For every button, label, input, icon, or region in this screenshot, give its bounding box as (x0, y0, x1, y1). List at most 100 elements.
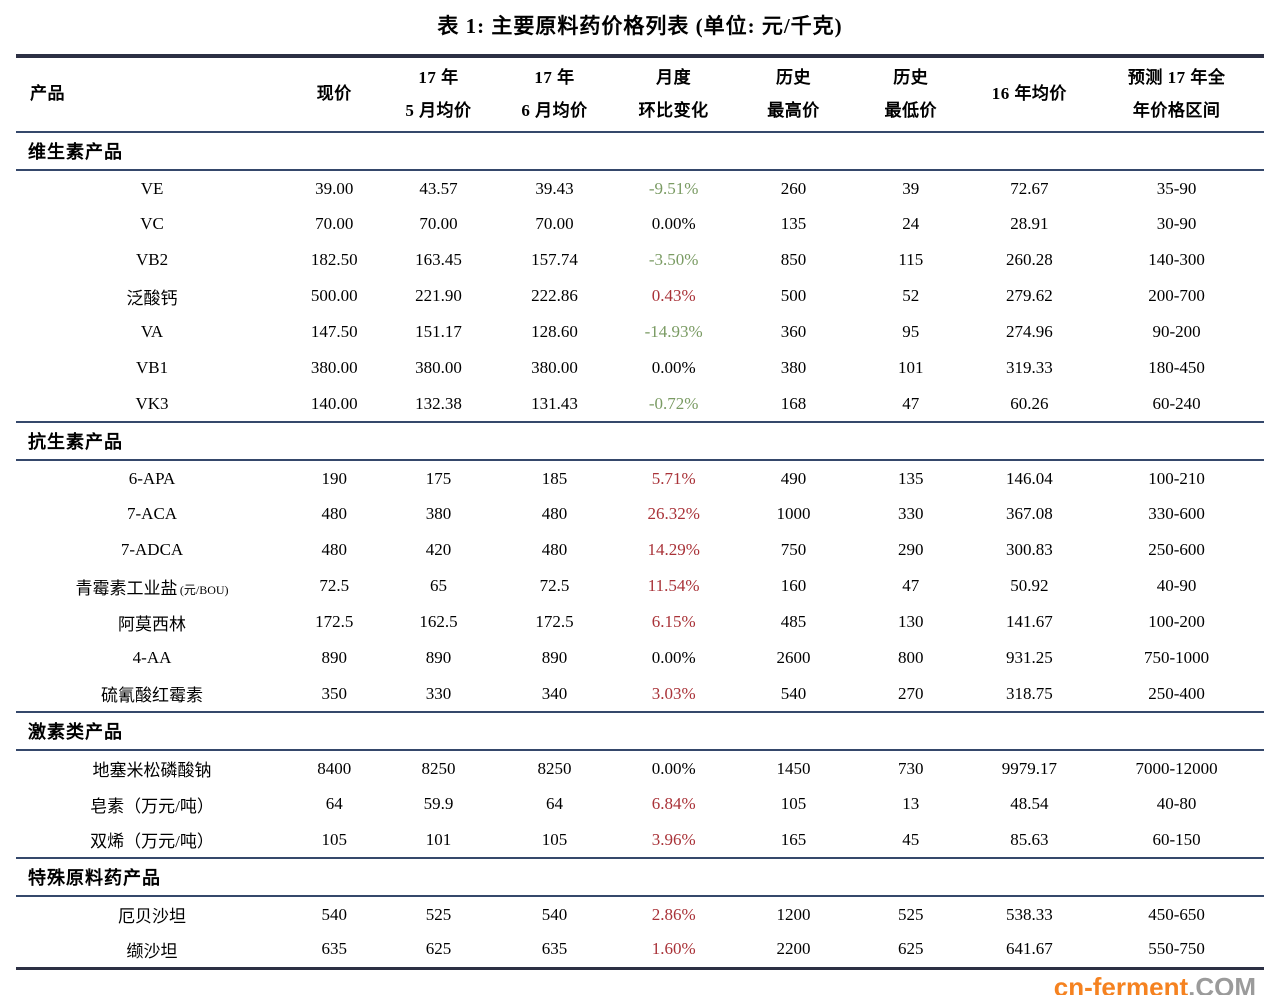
jun-avg-cell: 185 (541, 468, 568, 488)
table-row: 7-ADCA 480 420 480 14.29% 750 290 300.83 250-600 (16, 532, 1264, 568)
may-avg-cell: 59.9 (423, 794, 454, 813)
product-name-cell: VB1 (135, 358, 169, 377)
table-body: 维生素产品 VE 39.00 43.57 39.43 -9.51% 260 39 72.67 35… (16, 131, 1264, 968)
hist-low-cell: 45 (902, 829, 920, 849)
col-header-label: 17 年 (534, 68, 575, 88)
section-title: 维生素产品 (16, 131, 1264, 171)
mom-change-cell: -3.50% (648, 250, 699, 269)
hist-low-cell: 101 (898, 358, 924, 377)
table-row: VK3 140.00 132.38 131.43 -0.72% 168 47 60.26 60-… (16, 386, 1264, 422)
hist-high-cell: 1450 (776, 758, 811, 778)
product-name-cell: 7-ADCA (120, 540, 184, 559)
avg-2016-cell: 9979.17 (1001, 758, 1057, 778)
table-row: 厄贝沙坦 540 525 540 2.86% 1200 525 538.33 450-650 (16, 896, 1264, 932)
forecast-range-cell: 60-240 (1152, 393, 1201, 413)
product-name-cell: 7-ACA (127, 504, 178, 523)
table-row: VC 70.00 70.00 70.00 0.00% 135 24 28.91 30-90 (16, 206, 1264, 242)
hist-low-cell: 270 (898, 683, 924, 703)
jun-avg-cell: 70.00 (535, 214, 574, 233)
may-avg-cell: 221.90 (415, 286, 462, 305)
current-price-cell: 635 (321, 939, 347, 959)
col-header-2016-avg: 16 年均价 (969, 56, 1089, 132)
may-avg-cell: 65 (429, 576, 447, 595)
may-avg-cell: 420 (425, 540, 452, 559)
avg-2016-cell: 60.26 (1010, 393, 1049, 413)
hist-high-cell: 540 (780, 683, 807, 703)
product-name-cell: 青霉素工业盐 (元/BOU) (75, 578, 229, 598)
avg-2016-cell: 85.63 (1010, 829, 1049, 849)
table-row: 阿莫西林 172.5 162.5 172.5 6.15% 485 130 141.67 100-… (16, 604, 1264, 640)
table-row: VE 39.00 43.57 39.43 -9.51% 260 39 72.67 35-90 (16, 170, 1264, 206)
product-name-cell: 双烯（万元/吨） (90, 832, 214, 851)
hist-high-cell: 360 (780, 322, 807, 341)
may-avg-cell: 625 (425, 939, 452, 959)
mom-change-cell: -9.51% (648, 178, 699, 198)
may-avg-cell: 8250 (421, 758, 456, 778)
hist-high-cell: 1000 (776, 504, 811, 523)
current-price-cell: 380.00 (310, 358, 358, 377)
current-price-cell: 540 (321, 904, 347, 924)
mom-change-cell: 2.86% (651, 904, 696, 924)
jun-avg-cell: 157.74 (531, 250, 578, 269)
current-price-cell: 190 (321, 468, 347, 488)
product-unit-note: (元/BOU) (177, 582, 229, 597)
avg-2016-cell: 319.33 (1005, 358, 1053, 377)
current-price-cell: 140.00 (310, 393, 358, 413)
jun-avg-cell: 128.60 (531, 322, 578, 341)
forecast-range-cell: 200-700 (1148, 286, 1205, 305)
col-header-product: 产品 (16, 56, 288, 132)
current-price-cell: 890 (321, 648, 347, 667)
watermark-suffix: .COM (1188, 971, 1256, 995)
table-row: 缬沙坦 635 625 635 1.60% 2200 625 641.67 550-750 (16, 932, 1264, 968)
table-row: VB2 182.50 163.45 157.74 -3.50% 850 115 260.28 1… (16, 242, 1264, 278)
current-price-cell: 64 (325, 794, 343, 813)
product-name-cell: VE (140, 178, 164, 198)
hist-high-cell: 160 (780, 576, 807, 595)
avg-2016-cell: 28.91 (1010, 214, 1049, 233)
hist-low-cell: 290 (898, 540, 924, 559)
col-header-label: 预测 17 年全 (1127, 68, 1226, 88)
forecast-range-cell: 750-1000 (1144, 648, 1210, 667)
watermark: cn-ferment.COM (16, 970, 1264, 995)
current-price-cell: 350 (321, 683, 347, 703)
may-avg-cell: 70.00 (419, 214, 458, 233)
col-header-hist-low: 历史 最低价 (852, 56, 969, 132)
jun-avg-cell: 105 (541, 829, 568, 849)
current-price-cell: 39.00 (315, 178, 354, 198)
may-avg-cell: 330 (425, 683, 452, 703)
may-avg-cell: 101 (425, 829, 452, 849)
col-header-mom-change: 月度 环比变化 (613, 56, 735, 132)
avg-2016-cell: 318.75 (1005, 683, 1053, 703)
avg-2016-cell: 146.04 (1005, 468, 1053, 488)
jun-avg-cell: 540 (541, 904, 568, 924)
current-price-cell: 480 (321, 540, 347, 559)
avg-2016-cell: 141.67 (1005, 612, 1053, 631)
forecast-range-cell: 30-90 (1156, 214, 1197, 233)
table-row: 硫氰酸红霉素 350 330 340 3.03% 540 270 318.75 250-400 (16, 676, 1264, 712)
hist-high-cell: 850 (780, 250, 807, 269)
hist-low-cell: 525 (898, 904, 924, 924)
table-row: 皂素（万元/吨） 64 59.9 64 6.84% 105 13 48.54 40-80 (16, 786, 1264, 822)
section-row: 特殊原料药产品 (16, 857, 1264, 897)
hist-high-cell: 165 (780, 829, 807, 849)
col-header-forecast-range: 预测 17 年全 年价格区间 (1089, 56, 1264, 132)
product-name-cell: 地塞米松磷酸钠 (92, 761, 212, 780)
table-row: 青霉素工业盐 (元/BOU) 72.5 65 72.5 11.54% 160 47 50.92… (16, 568, 1264, 604)
mom-change-cell: -0.72% (648, 393, 699, 413)
current-price-cell: 147.50 (310, 322, 358, 341)
avg-2016-cell: 538.33 (1005, 904, 1053, 924)
table-row: VB1 380.00 380.00 380.00 0.00% 380 101 319.33 18… (16, 350, 1264, 386)
product-name-cell: 阿莫西林 (118, 614, 187, 634)
hist-high-cell: 380 (780, 358, 807, 377)
may-avg-cell: 380.00 (415, 358, 462, 377)
col-header-current-price: 现价 (288, 56, 380, 132)
jun-avg-cell: 635 (541, 939, 568, 959)
mom-change-cell: 0.00% (651, 358, 696, 377)
mom-change-cell: 26.32% (647, 504, 700, 523)
hist-high-cell: 1200 (776, 904, 811, 924)
section-title: 激素类产品 (16, 711, 1264, 751)
